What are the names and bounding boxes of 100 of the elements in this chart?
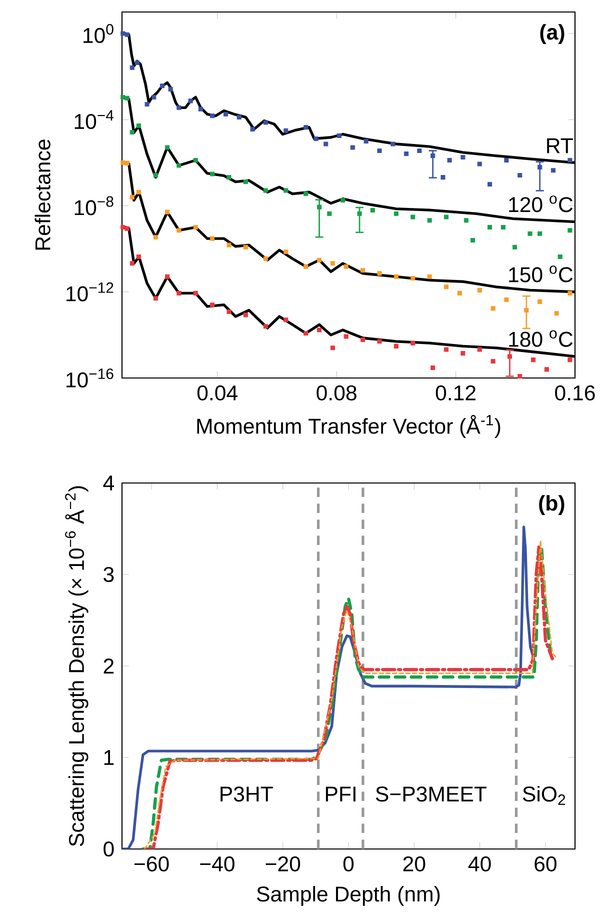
point — [120, 94, 126, 100]
point — [394, 211, 398, 216]
point — [377, 271, 382, 276]
point — [263, 120, 268, 125]
point — [360, 337, 366, 342]
point — [226, 309, 232, 314]
point — [284, 128, 288, 133]
point — [377, 339, 382, 344]
point — [427, 274, 432, 279]
point — [568, 158, 572, 163]
point — [226, 242, 232, 248]
y-tick-label: 2 — [104, 658, 114, 674]
point — [360, 268, 366, 273]
point — [165, 274, 170, 279]
point — [193, 158, 198, 163]
point — [120, 160, 126, 165]
point — [304, 330, 308, 336]
point — [284, 188, 288, 193]
point — [554, 311, 559, 316]
point — [390, 142, 396, 146]
y-tick-label: 1 — [104, 750, 114, 765]
point — [507, 354, 512, 359]
series-label: RT — [547, 138, 573, 154]
point — [136, 190, 141, 194]
point — [457, 290, 462, 296]
point — [314, 136, 318, 141]
point — [404, 152, 409, 156]
point — [487, 182, 492, 186]
point — [568, 358, 572, 362]
y-tick-label: 10$^{0}$ — [84, 24, 114, 44]
point — [210, 172, 215, 176]
point — [528, 231, 532, 236]
point — [130, 261, 134, 266]
point — [340, 198, 346, 203]
point — [124, 226, 130, 231]
point — [568, 290, 572, 296]
point — [124, 160, 130, 166]
point — [130, 194, 134, 200]
point — [165, 145, 170, 150]
point — [504, 158, 509, 163]
point — [243, 312, 248, 318]
point — [518, 173, 522, 178]
point — [124, 96, 130, 100]
point — [350, 145, 355, 150]
point — [370, 208, 375, 213]
point — [188, 98, 193, 104]
point — [223, 112, 228, 116]
point — [304, 125, 308, 130]
point — [504, 298, 509, 302]
point — [336, 133, 342, 138]
point — [165, 210, 170, 214]
annotation: (a) — [540, 24, 564, 44]
point — [394, 274, 398, 279]
x-tick-label: 60 — [534, 856, 556, 872]
point — [263, 188, 268, 193]
point — [226, 175, 232, 180]
x-tick-label: −60 — [134, 856, 169, 872]
series-label: 150 $^{o}$C — [509, 266, 573, 282]
point — [550, 168, 556, 173]
point — [153, 234, 158, 240]
point — [410, 340, 416, 346]
point — [176, 163, 182, 168]
point — [538, 299, 542, 304]
point — [160, 84, 164, 88]
y-axis-title: Reflectance — [34, 140, 50, 250]
point — [250, 126, 255, 132]
point — [210, 114, 215, 118]
annotation: P3HT — [220, 786, 273, 802]
x-tick-label: 20 — [403, 856, 426, 872]
point — [317, 258, 322, 262]
point — [477, 162, 482, 166]
point — [198, 106, 203, 112]
annotation: SiO$_{2}$ — [522, 786, 566, 805]
point — [500, 225, 506, 230]
annotation: (b) — [539, 495, 564, 515]
y-tick-label: 3 — [104, 566, 114, 582]
y-tick-label: 10$^{−16}$ — [66, 368, 114, 388]
point — [243, 244, 248, 250]
x-tick-label: 40 — [468, 856, 491, 872]
point — [518, 374, 522, 379]
point — [531, 358, 536, 362]
series-label: 120 $^{o}$C — [509, 196, 573, 212]
x-tick-label: 0.08 — [316, 385, 356, 400]
point — [153, 173, 158, 178]
y-tick-label: 10$^{−12}$ — [66, 282, 114, 302]
point — [193, 225, 198, 230]
point — [568, 228, 572, 233]
point — [427, 218, 432, 223]
point — [176, 105, 182, 110]
point — [538, 164, 542, 170]
x-tick-label: −20 — [266, 856, 300, 872]
point — [544, 367, 549, 372]
point — [153, 296, 158, 301]
point — [136, 123, 141, 128]
y-tick-label: 10$^{−8}$ — [74, 196, 114, 216]
point — [120, 31, 126, 36]
point — [558, 254, 562, 259]
x-tick-label: 0.04 — [197, 385, 238, 400]
y-tick-label: 0 — [104, 841, 114, 857]
point — [243, 180, 248, 184]
